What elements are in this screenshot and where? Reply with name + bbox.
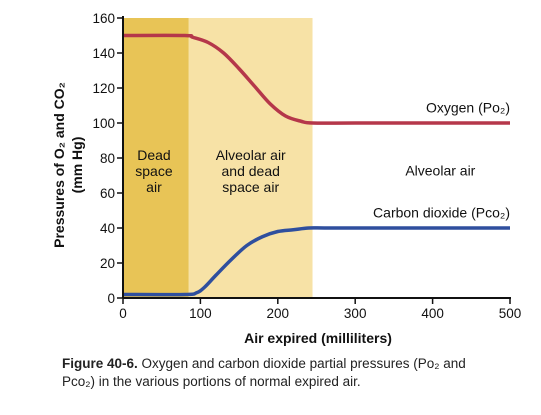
region-labels: Dead space air Alveolar air and dead space ai…: [135, 147, 475, 195]
caption-line1: Oxygen and carbon dioxide partial pressu…: [141, 356, 466, 371]
y-axis-title-line2: (mm Hg): [69, 137, 85, 194]
figure-label: Figure 40-6.: [62, 356, 138, 371]
y-tick-label: 40: [100, 221, 115, 236]
region-dead-space: [123, 18, 189, 298]
y-tick-label: 120: [92, 81, 115, 96]
x-tick-label: 200: [267, 306, 290, 321]
x-tick-label: 100: [189, 306, 212, 321]
chart: Dead space air Alveolar air and dead space ai…: [51, 11, 521, 346]
caption-line2: Pco₂) in the various portions of normal …: [62, 374, 361, 389]
y-tick-label: 160: [92, 11, 115, 26]
x-tick-label: 500: [499, 306, 522, 321]
y-axis-title: Pressures of O₂ and CO₂ (mm Hg): [51, 82, 85, 248]
figure-caption: Figure 40-6. Oxygen and carbon dioxide p…: [62, 355, 532, 391]
y-tick-label: 60: [100, 186, 115, 201]
y-tick-label: 100: [92, 116, 115, 131]
x-tick-label: 0: [119, 306, 127, 321]
series-label-0: Oxygen (Po₂): [426, 100, 510, 116]
ticks: 0 20 40 60 80 100 120 140 160 0 100 200 300 400 500: [92, 11, 521, 321]
series-label-1: Carbon dioxide (Pco₂): [373, 205, 510, 221]
region-label-alveolar-dead: Alveolar air and dead space air: [216, 147, 286, 195]
region-alveolar-dead: [188, 18, 313, 298]
x-axis-title: Air expired (milliliters): [244, 330, 392, 346]
shaded-regions: [123, 18, 510, 298]
x-tick-label: 300: [344, 306, 367, 321]
series-labels: Oxygen (Po₂) Carbon dioxide (Pco₂): [373, 100, 510, 221]
y-tick-label: 140: [92, 46, 115, 61]
series-line-1: [122, 226, 510, 297]
y-tick-label: 20: [100, 256, 115, 271]
y-axis-title-line1: Pressures of O₂ and CO₂: [51, 82, 67, 248]
axes: [122, 16, 511, 299]
region-label-alveolar: Alveolar air: [405, 163, 475, 179]
region-label-dead-space: Dead space air: [135, 147, 173, 195]
y-tick-label: 0: [107, 291, 115, 306]
region-alveolar: [312, 18, 510, 298]
x-tick-label: 400: [421, 306, 444, 321]
series-lines: [122, 33, 510, 297]
series-line-0: [122, 33, 510, 125]
y-tick-label: 80: [100, 151, 115, 166]
